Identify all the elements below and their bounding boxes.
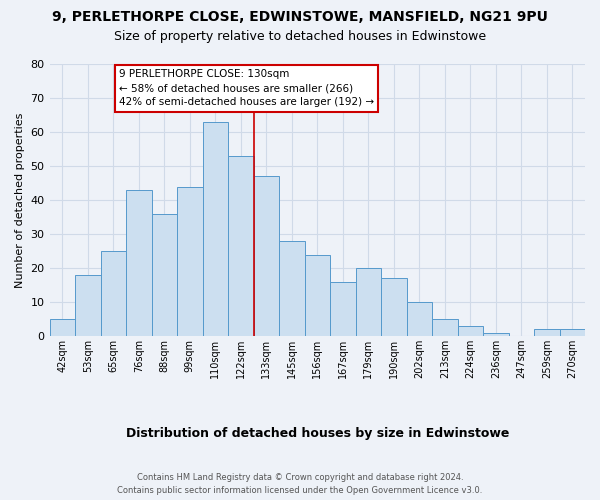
Bar	[279, 241, 305, 336]
Text: Size of property relative to detached houses in Edwinstowe: Size of property relative to detached ho…	[114, 30, 486, 43]
Bar	[407, 302, 432, 336]
Bar	[126, 190, 152, 336]
Text: Contains HM Land Registry data © Crown copyright and database right 2024.
Contai: Contains HM Land Registry data © Crown c…	[118, 474, 482, 495]
Bar	[534, 330, 560, 336]
Bar	[50, 319, 75, 336]
Bar	[458, 326, 483, 336]
Bar	[177, 186, 203, 336]
Bar	[356, 268, 381, 336]
Text: 9, PERLETHORPE CLOSE, EDWINSTOWE, MANSFIELD, NG21 9PU: 9, PERLETHORPE CLOSE, EDWINSTOWE, MANSFI…	[52, 10, 548, 24]
Bar	[305, 254, 330, 336]
Bar	[75, 275, 101, 336]
Bar	[203, 122, 228, 336]
Bar	[254, 176, 279, 336]
Bar	[560, 330, 585, 336]
Bar	[381, 278, 407, 336]
Bar	[101, 251, 126, 336]
Bar	[432, 319, 458, 336]
Bar	[152, 214, 177, 336]
X-axis label: Distribution of detached houses by size in Edwinstowe: Distribution of detached houses by size …	[125, 427, 509, 440]
Bar	[228, 156, 254, 336]
Bar	[330, 282, 356, 336]
Text: 9 PERLETHORPE CLOSE: 130sqm
← 58% of detached houses are smaller (266)
42% of se: 9 PERLETHORPE CLOSE: 130sqm ← 58% of det…	[119, 70, 374, 108]
Y-axis label: Number of detached properties: Number of detached properties	[15, 112, 25, 288]
Bar	[483, 333, 509, 336]
